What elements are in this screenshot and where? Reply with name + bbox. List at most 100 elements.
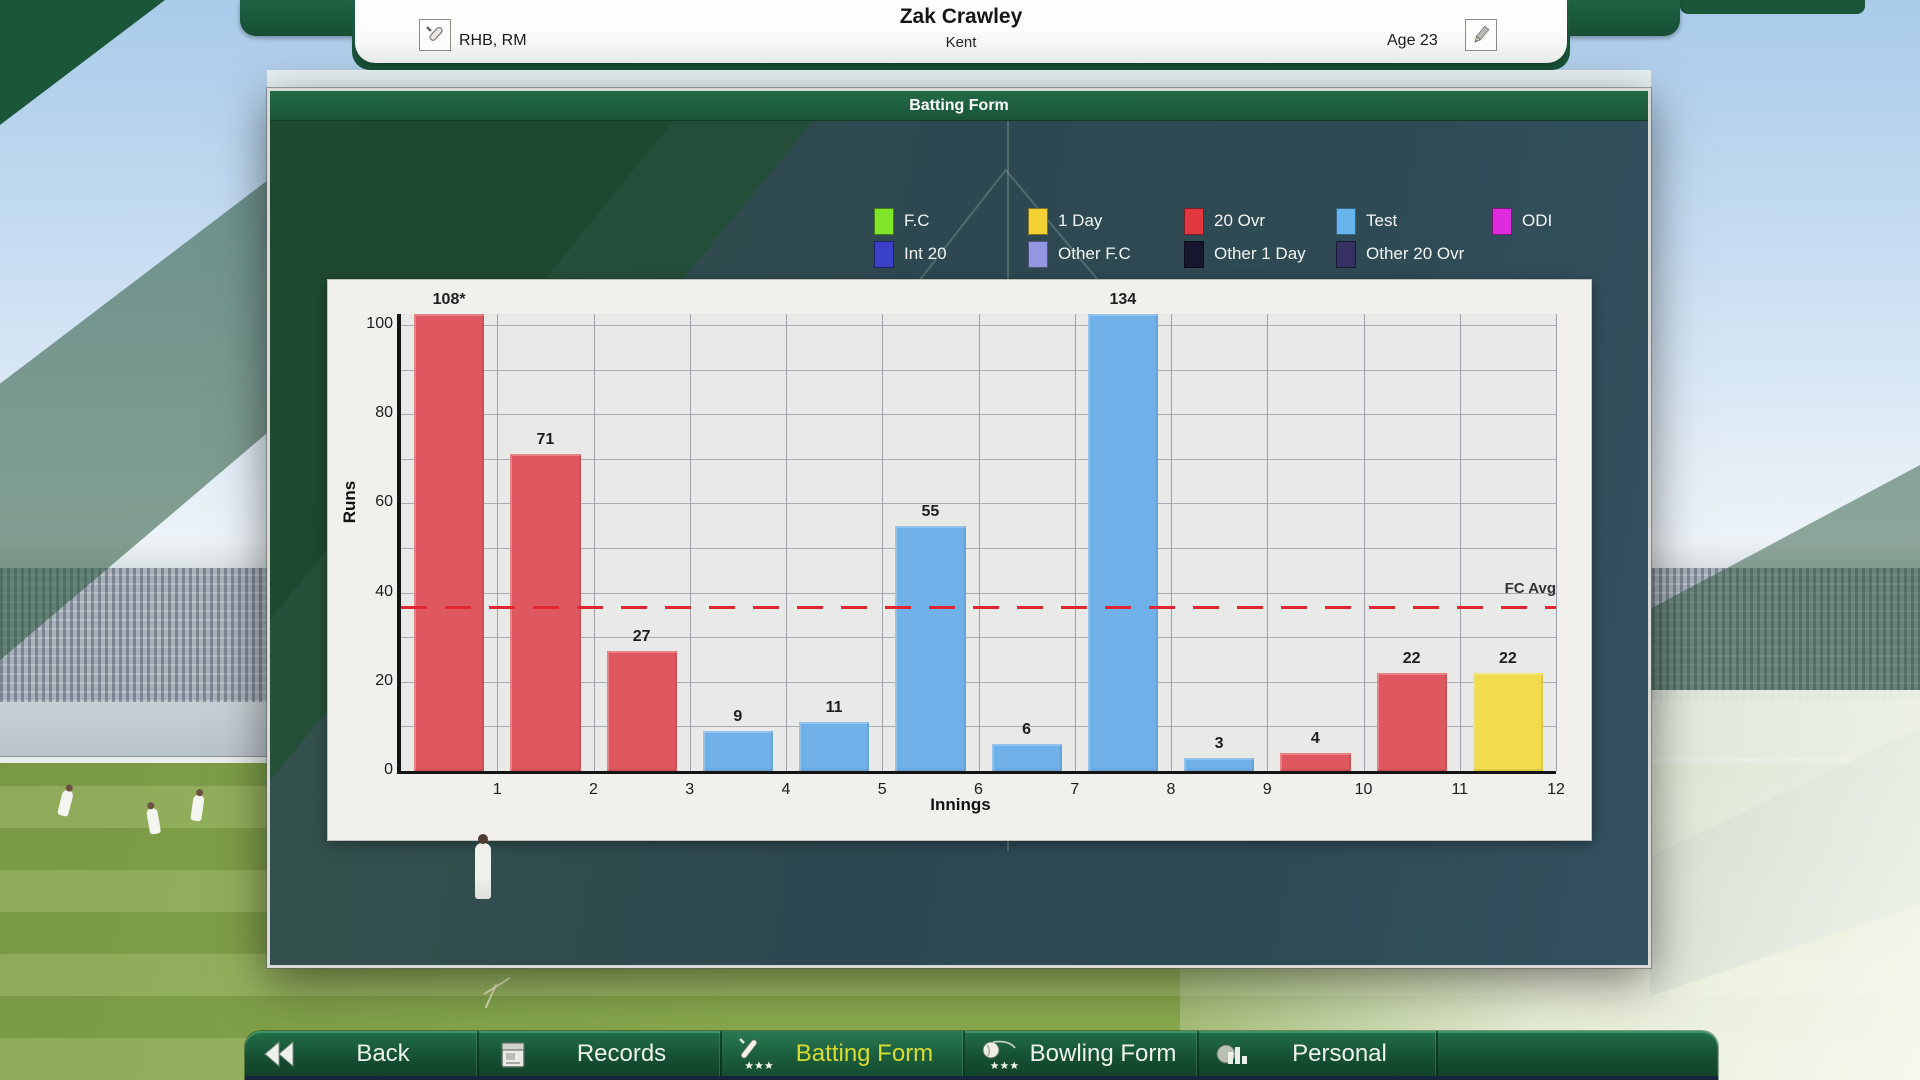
legend-swatch	[1184, 240, 1204, 268]
gridline-vertical	[1267, 314, 1269, 771]
bar-value-label: 9	[733, 707, 743, 725]
gridline-vertical	[1459, 314, 1461, 771]
legend-label: Test	[1366, 211, 1398, 230]
x-tick-label: 4	[781, 781, 791, 798]
chart-bar	[1376, 672, 1447, 771]
chart-bar	[414, 314, 485, 771]
green-strip-top-right	[1680, 0, 1865, 14]
legend-item: 1 Day	[1028, 207, 1102, 235]
y-axis	[397, 314, 401, 774]
legend-item: Other 20 Ovr	[1336, 240, 1464, 268]
legend-item: Test	[1336, 207, 1397, 235]
bar-value-label: 22	[1498, 649, 1517, 667]
chart-bar	[991, 744, 1062, 771]
chart-bar	[1280, 753, 1351, 771]
nav-back-label: Back	[356, 1039, 410, 1067]
bowling-form-icon	[982, 1040, 1019, 1069]
x-tick-label: 1	[492, 781, 502, 798]
gridline-vertical	[497, 314, 499, 771]
bat-icon	[419, 19, 451, 51]
batting-form-dialog: Batting Form F.C 1 Day 20 Ovr Test ODI Int 20…	[266, 87, 1652, 969]
legend-swatch	[1492, 207, 1512, 235]
chart-bar	[1087, 314, 1158, 771]
back-icon	[264, 1040, 294, 1067]
y-tick-label: 20	[375, 671, 393, 689]
player-name: Zak Crawley	[899, 5, 1023, 28]
gridline-vertical	[978, 314, 980, 771]
x-tick-label: 2	[589, 781, 598, 798]
dialog-body: F.C 1 Day 20 Ovr Test ODI Int 20 Other F.C Othe…	[270, 121, 1648, 965]
nav-records-button[interactable]: Records	[479, 1031, 722, 1076]
y-tick-label: 80	[375, 404, 393, 422]
nav-bowling-form-button[interactable]: Bowling Form	[965, 1031, 1199, 1076]
chart-bar	[510, 454, 581, 771]
legend-item: Other 1 Day	[1184, 240, 1306, 268]
gridline-vertical	[689, 314, 691, 771]
bar-value-label: 3	[1214, 734, 1224, 752]
x-tick-label: 10	[1354, 781, 1373, 798]
plot-area: 108* 71 27 9 11 55 6 134 3 4 22 22 FC Avg 0 20 40 60 80 10…	[366, 291, 1565, 798]
x-tick-label: 5	[877, 781, 887, 798]
chart-bar	[606, 650, 677, 771]
x-axis-label: Innings	[930, 795, 991, 814]
legend-swatch	[1336, 240, 1356, 268]
legend-item: ODI	[1492, 207, 1552, 235]
chart-bar	[1472, 672, 1543, 771]
edit-pencil-icon[interactable]	[1465, 19, 1497, 51]
bar-value-label: 4	[1310, 730, 1320, 748]
nav-personal-label: Personal	[1292, 1039, 1387, 1067]
legend-swatch	[1184, 207, 1204, 235]
bar-value-label: 71	[536, 431, 555, 449]
x-tick-label: 12	[1547, 781, 1565, 798]
player-role: RHB, RM	[459, 32, 527, 49]
y-tick-label: 60	[375, 493, 393, 511]
records-icon	[501, 1041, 525, 1068]
chart-bar	[895, 525, 966, 771]
personal-icon	[1216, 1044, 1247, 1064]
bar-value-label: 11	[825, 698, 843, 716]
legend-label: Other 1 Day	[1214, 244, 1306, 263]
gridline-vertical	[1074, 314, 1076, 771]
gridline-vertical	[1556, 314, 1557, 771]
nav-empty-segment	[1438, 1031, 1718, 1076]
chart-panel: 108* 71 27 9 11 55 6 134 3 4 22 22 FC Avg 0 20 40 60 80 10…	[327, 279, 1592, 841]
legend-item: 20 Ovr	[1184, 207, 1265, 235]
x-tick-label: 8	[1166, 781, 1176, 798]
legend-item: Other F.C	[1028, 240, 1131, 268]
legend-label: Other 20 Ovr	[1366, 244, 1465, 263]
legend-item: F.C	[874, 207, 930, 235]
nav-records-label: Records	[576, 1039, 667, 1067]
chart-bar	[799, 721, 870, 771]
nav-personal-button[interactable]: Personal	[1199, 1031, 1438, 1076]
bar-value-label: 6	[1022, 721, 1032, 739]
gridline-vertical	[786, 314, 787, 771]
x-tick-label: 3	[685, 781, 695, 798]
gridline-vertical	[1363, 314, 1365, 771]
nav-back-button[interactable]: Back	[245, 1031, 479, 1076]
x-tick-label: 9	[1262, 781, 1272, 798]
nav-bowling-form-label: Bowling Form	[1029, 1039, 1177, 1067]
bar-value-label: 22	[1402, 649, 1421, 667]
bar-value-label: 134	[1109, 291, 1137, 308]
chart-bar	[1184, 757, 1255, 771]
legend-swatch	[874, 240, 894, 268]
legend-swatch	[1336, 207, 1356, 235]
legend-label: F.C	[904, 211, 930, 230]
legend-label: Int 20	[904, 244, 947, 263]
player-age: Age 23	[1387, 32, 1438, 49]
player-header: Zak Crawley Kent RHB, RM Age 23	[355, 0, 1567, 63]
player-team: Kent	[945, 34, 977, 51]
gridline-vertical	[593, 314, 595, 771]
nav-batting-form-label: Batting Form	[795, 1039, 934, 1067]
nav-batting-form-button[interactable]: Batting Form	[722, 1031, 965, 1076]
fc-avg-reference-line	[401, 606, 1556, 610]
y-tick-label: 100	[366, 315, 393, 333]
bar-value-label: 55	[921, 502, 940, 520]
chart-bar	[702, 730, 773, 771]
dialog-title: Batting Form	[270, 91, 1648, 121]
y-tick-label: 0	[384, 761, 393, 778]
fc-avg-label: FC Avg	[1504, 580, 1556, 598]
legend-swatch	[874, 207, 894, 235]
legend-swatch	[1028, 240, 1048, 268]
